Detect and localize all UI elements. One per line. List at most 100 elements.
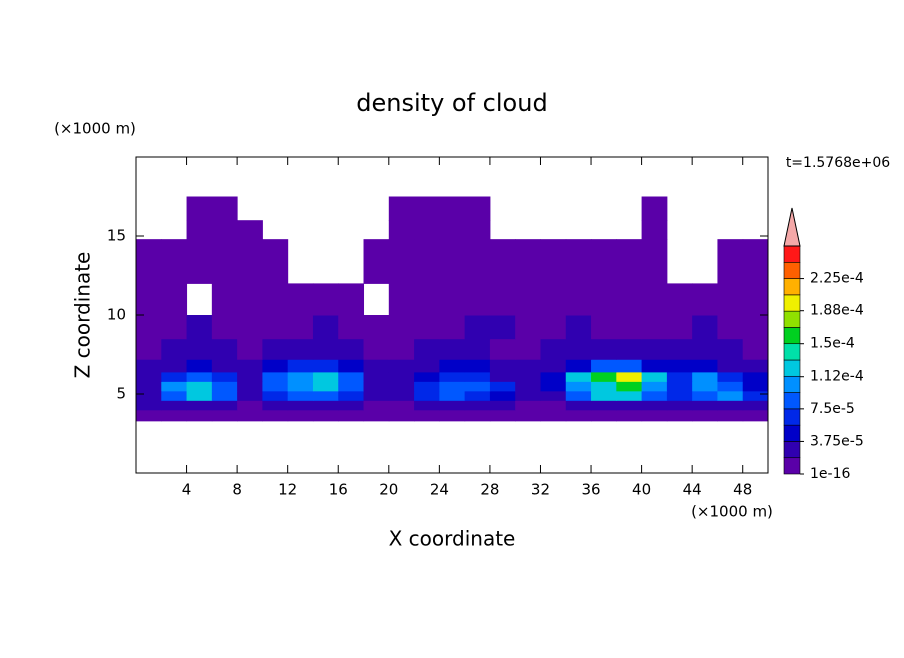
- contour-cell: [666, 381, 693, 392]
- contour-cell: [211, 239, 238, 284]
- contour-cell: [262, 283, 289, 316]
- contour-cell: [237, 359, 263, 373]
- contour-cell: [414, 359, 440, 373]
- x-tick-label: 16: [329, 481, 348, 499]
- contour-cell: [414, 400, 440, 411]
- contour-cell: [363, 390, 390, 401]
- colorbar-box: [783, 310, 801, 328]
- colorbar-tick-label: 7.5e-5: [810, 401, 855, 417]
- contour-cell: [641, 371, 668, 382]
- contour-cell: [211, 409, 238, 422]
- contour-cell: [515, 409, 541, 422]
- colorbar-box: [783, 441, 801, 459]
- contour-cell: [692, 283, 718, 316]
- contour-cell: [439, 359, 466, 373]
- contour-cell: [186, 239, 213, 284]
- contour-cell: [414, 239, 440, 284]
- contour-cell: [363, 409, 390, 422]
- contour-cell: [136, 409, 162, 422]
- contour-cell: [540, 338, 567, 360]
- contour-cell: [692, 315, 718, 340]
- contour-cell: [439, 400, 466, 411]
- contour-cell: [666, 338, 693, 360]
- contour-cell: [742, 315, 769, 340]
- colorbar-tick-label: 1e-16: [810, 466, 850, 482]
- contour-cell: [186, 196, 213, 221]
- x-tick-label: 32: [531, 481, 550, 499]
- contour-cell: [591, 409, 617, 422]
- contour-cell: [211, 381, 238, 392]
- y-axis-label: Z coordinate: [71, 252, 95, 379]
- contour-cell: [136, 283, 162, 316]
- contour-cell: [464, 390, 491, 401]
- contour-cell: [439, 239, 466, 284]
- contour-cell: [161, 400, 188, 411]
- contour-cell: [237, 400, 263, 411]
- contour-field: [136, 196, 769, 422]
- contour-cell: [565, 338, 592, 360]
- contour-cell: [540, 315, 567, 340]
- contour-cell: [591, 239, 617, 284]
- contour-cell: [717, 409, 744, 422]
- x-tick-label: 36: [581, 481, 600, 499]
- contour-cell: [388, 359, 415, 373]
- contour-cell: [616, 359, 643, 373]
- contour-cell: [186, 381, 213, 392]
- contour-cell: [237, 220, 263, 240]
- contour-cell: [641, 400, 668, 411]
- contour-cell: [540, 359, 567, 373]
- chart-title: density of cloud: [356, 89, 547, 117]
- x-tick-label: 12: [278, 481, 297, 499]
- contour-cell: [540, 400, 567, 411]
- contour-cell: [616, 390, 643, 401]
- contour-cell: [489, 315, 516, 340]
- contour-cell: [338, 400, 365, 411]
- contour-cell: [237, 371, 263, 382]
- contour-cell: [414, 390, 440, 401]
- contour-cell: [666, 315, 693, 340]
- contour-cell: [540, 239, 567, 284]
- contour-cell: [742, 390, 769, 401]
- contour-cell: [414, 196, 440, 221]
- contour-cell: [641, 239, 668, 284]
- contour-cell: [591, 315, 617, 340]
- contour-cell: [641, 196, 668, 221]
- contour-cell: [312, 381, 339, 392]
- y-tick-label: 10: [107, 306, 126, 324]
- contour-cell: [591, 400, 617, 411]
- contour-cell: [388, 315, 415, 340]
- contour-cell: [262, 409, 289, 422]
- contour-cell: [742, 338, 769, 360]
- contour-cell: [591, 338, 617, 360]
- contour-cell: [287, 283, 314, 316]
- colorbar-tick-label: 1.12e-4: [810, 369, 864, 385]
- contour-cell: [312, 409, 339, 422]
- contour-cell: [186, 390, 213, 401]
- contour-cell: [186, 409, 213, 422]
- contour-cell: [591, 283, 617, 316]
- contour-cell: [565, 239, 592, 284]
- x-tick-label: 28: [480, 481, 499, 499]
- contour-cell: [641, 409, 668, 422]
- contour-cell: [161, 371, 188, 382]
- contour-cell: [717, 381, 744, 392]
- contour-cell: [439, 381, 466, 392]
- x-tick-label: 40: [632, 481, 651, 499]
- contour-cell: [388, 400, 415, 411]
- contour-cell: [262, 359, 289, 373]
- contour-cell: [136, 239, 162, 284]
- colorbar-box: [783, 392, 801, 410]
- contour-cell: [136, 315, 162, 340]
- contour-cell: [742, 381, 769, 392]
- colorbar-tick-label: 1.88e-4: [810, 303, 864, 319]
- x-tick-label: 8: [232, 481, 242, 499]
- contour-cell: [186, 315, 213, 340]
- contour-cell: [641, 338, 668, 360]
- contour-cell: [287, 371, 314, 382]
- contour-cell: [464, 409, 491, 422]
- contour-cell: [464, 338, 491, 360]
- contour-cell: [161, 315, 188, 340]
- contour-cell: [262, 315, 289, 340]
- contour-cell: [641, 359, 668, 373]
